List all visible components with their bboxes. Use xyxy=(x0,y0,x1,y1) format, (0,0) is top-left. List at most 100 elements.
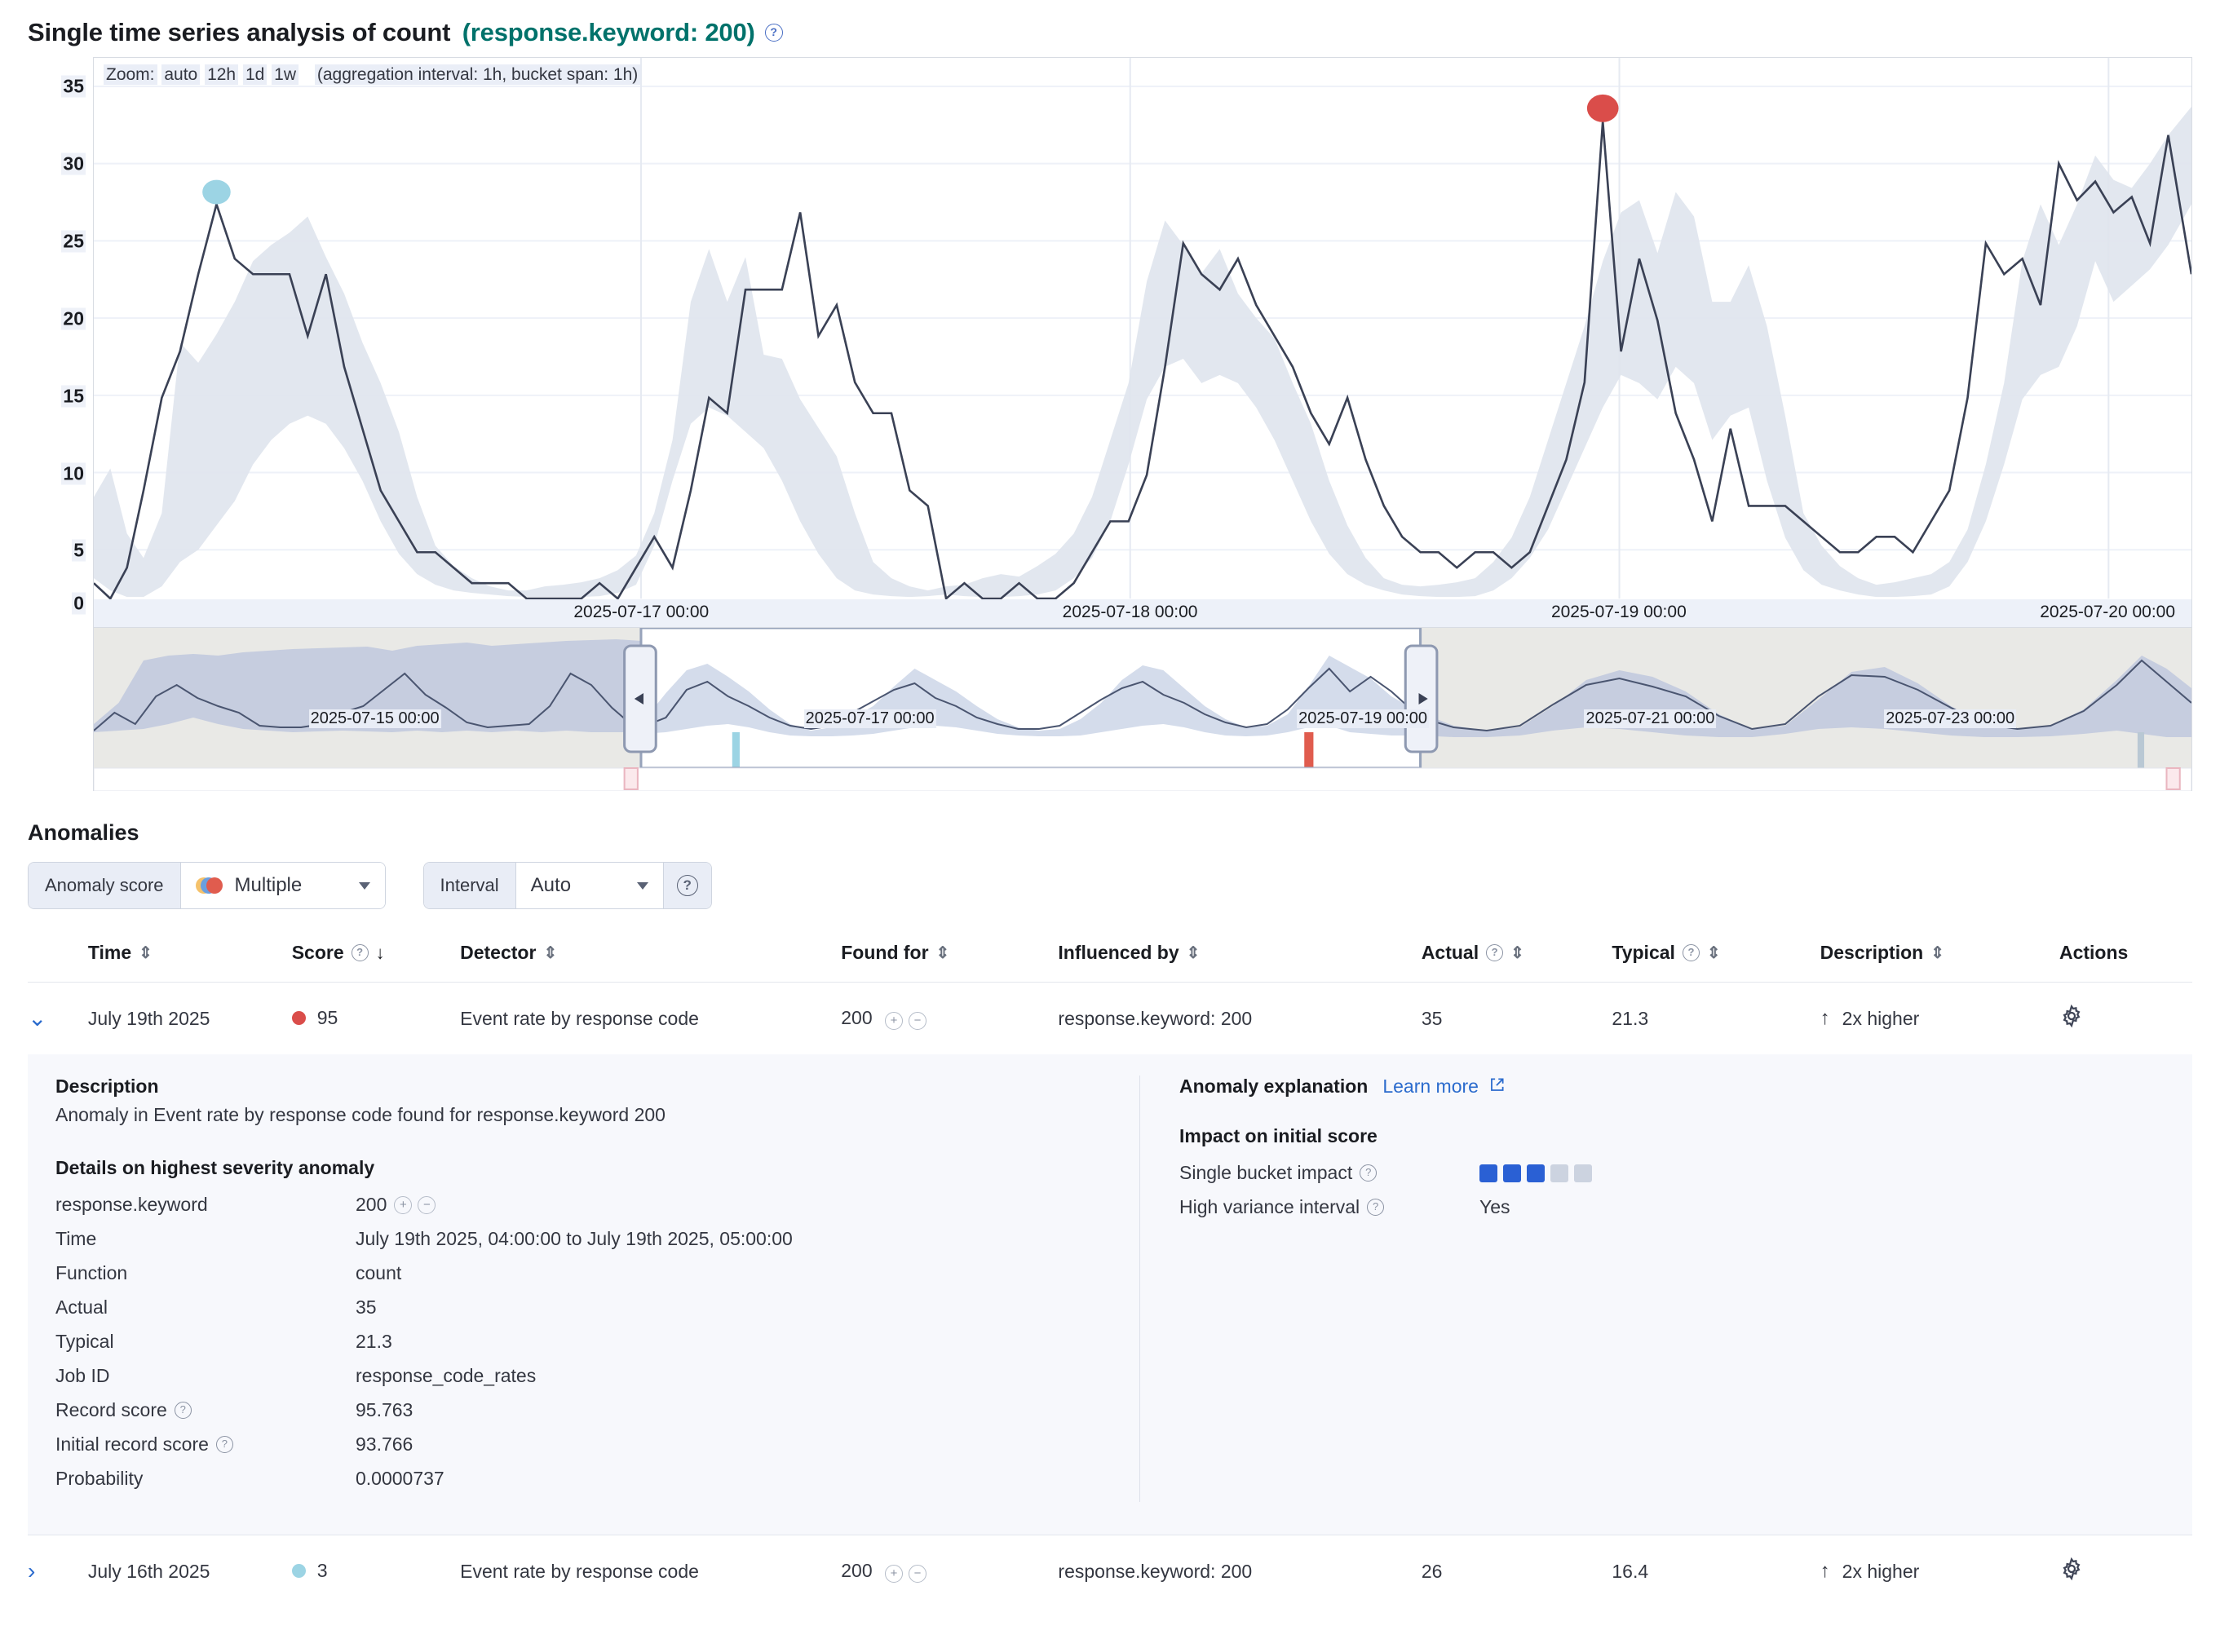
zoom-option-auto[interactable]: auto xyxy=(161,64,201,85)
collapse-row-icon[interactable]: ⌄ xyxy=(28,1005,47,1031)
interval-filter[interactable]: Interval Auto ? xyxy=(422,862,712,909)
chevron-down-icon[interactable] xyxy=(636,881,648,890)
row-expand-cell[interactable]: ⌄ xyxy=(28,982,88,1054)
detail-field-typical: Typical 21.3 xyxy=(55,1331,1112,1353)
gear-icon[interactable] xyxy=(2059,1004,2084,1028)
x-tick: 2025-07-18 00:00 xyxy=(1062,603,1198,621)
sort-icon[interactable]: ⇕ xyxy=(1706,944,1721,962)
info-icon[interactable]: ? xyxy=(1360,1164,1378,1182)
field-label: Function xyxy=(55,1262,128,1283)
detail-field-job-id: Job ID response_code_rates xyxy=(55,1365,1112,1387)
navigator-footer-marker-right xyxy=(2165,767,2181,790)
arrow-up-icon: ↑ xyxy=(1820,1007,1830,1029)
anomalies-controls: Anomaly score Multiple Interval Auto ? xyxy=(28,862,2192,909)
th-score[interactable]: Score ? ↓ xyxy=(292,937,460,983)
navigator-x-tick: 2025-07-21 00:00 xyxy=(1584,709,1717,728)
anomaly-score-select[interactable]: Multiple xyxy=(180,863,385,908)
filter-out-value-icon[interactable]: − xyxy=(909,1012,927,1030)
th-found-for[interactable]: Found for ⇕ xyxy=(841,937,1058,983)
field-value: response_code_rates xyxy=(356,1365,537,1386)
th-detector[interactable]: Detector ⇕ xyxy=(460,937,841,983)
description-value: 2x higher xyxy=(1842,1007,1920,1029)
chart-navigator[interactable]: 2025-07-15 00:00 2025-07-17 00:00 2025-0… xyxy=(93,628,2192,791)
chevron-down-icon[interactable] xyxy=(358,881,370,890)
page-title-entity: (response.keyword: 200) xyxy=(462,18,755,46)
field-label: Actual xyxy=(55,1296,108,1318)
th-description-label: Description xyxy=(1820,942,1924,963)
row-expand-cell[interactable]: › xyxy=(28,1535,88,1607)
learn-more-link[interactable]: Learn more xyxy=(1382,1076,1505,1098)
y-tick: 30 xyxy=(61,152,86,175)
sort-icon[interactable]: ⇕ xyxy=(543,944,558,962)
expand-row-icon[interactable]: › xyxy=(28,1557,36,1584)
info-icon[interactable]: ? xyxy=(1486,944,1504,961)
sort-icon[interactable]: ⇕ xyxy=(139,944,153,962)
y-tick: 35 xyxy=(61,75,86,98)
y-tick: 5 xyxy=(72,539,86,562)
cell-actions[interactable] xyxy=(2059,1535,2192,1607)
timeseries-chart[interactable]: 35 30 25 20 15 10 5 0 Zoom: auto 12h 1d … xyxy=(61,57,2192,628)
x-tick: 2025-07-19 00:00 xyxy=(1550,603,1687,621)
zoom-option-1d[interactable]: 1d xyxy=(242,64,268,85)
model-bounds-band xyxy=(94,106,2191,598)
info-icon[interactable]: ? xyxy=(1682,944,1700,961)
y-axis: 35 30 25 20 15 10 5 0 xyxy=(29,58,86,627)
sort-desc-icon[interactable]: ↓ xyxy=(375,942,385,963)
th-description[interactable]: Description ⇕ xyxy=(1820,937,2059,983)
zoom-option-12h[interactable]: 12h xyxy=(205,64,239,85)
sort-icon[interactable]: ⇕ xyxy=(1186,944,1201,962)
info-icon[interactable]: ? xyxy=(174,1402,192,1419)
sort-icon[interactable]: ⇕ xyxy=(1930,944,1944,962)
anomalies-heading: Anomalies xyxy=(28,820,139,845)
detail-details-heading: Details on highest severity anomaly xyxy=(55,1157,375,1178)
navigator-x-tick: 2025-07-17 00:00 xyxy=(803,709,936,728)
gear-icon[interactable] xyxy=(2059,1557,2084,1581)
page-title-text: Single time series analysis of count xyxy=(28,18,451,46)
th-influenced-by[interactable]: Influenced by ⇕ xyxy=(1058,937,1421,983)
th-actual-label: Actual xyxy=(1421,942,1479,963)
question-circle-icon[interactable]: ? xyxy=(764,24,783,42)
cell-description: ↑ 2x higher xyxy=(1820,1535,2059,1607)
navigator-selection xyxy=(640,628,1421,768)
impact-value: Yes xyxy=(1479,1196,1510,1217)
y-tick: 15 xyxy=(61,385,86,408)
th-actual[interactable]: Actual ? ⇕ xyxy=(1422,937,1612,983)
info-icon[interactable]: ? xyxy=(1367,1199,1385,1216)
table-row[interactable]: › July 16th 2025 3 Event rate by respons… xyxy=(28,1535,2192,1607)
navigator-footer-strip xyxy=(94,767,2191,791)
score-value: 95 xyxy=(316,1007,338,1028)
navigator-svg[interactable] xyxy=(94,628,2191,791)
table-header-row: Time ⇕ Score ? ↓ Detector ⇕ Found for ⇕ xyxy=(28,937,2192,983)
th-typical[interactable]: Typical ? ⇕ xyxy=(1612,937,1820,983)
interval-help-button[interactable]: ? xyxy=(662,863,711,908)
external-link-icon xyxy=(1489,1076,1505,1098)
th-time[interactable]: Time ⇕ xyxy=(88,937,292,983)
sort-icon[interactable]: ⇕ xyxy=(1510,944,1524,962)
cell-detector: Event rate by response code xyxy=(460,982,842,1054)
filter-for-value-icon[interactable]: + xyxy=(394,1195,413,1214)
filter-for-value-icon[interactable]: + xyxy=(885,1012,904,1030)
detail-cell: Description Anomaly in Event rate by res… xyxy=(28,1054,2192,1535)
navigator-x-tick: 2025-07-23 00:00 xyxy=(1884,709,2017,728)
filter-for-value-icon[interactable]: + xyxy=(885,1565,904,1583)
sort-icon[interactable]: ⇕ xyxy=(935,944,950,962)
info-icon[interactable]: ? xyxy=(215,1436,233,1453)
th-expand xyxy=(28,937,88,983)
filter-out-value-icon[interactable]: − xyxy=(909,1565,927,1583)
cell-actions[interactable] xyxy=(2059,982,2192,1054)
interval-select[interactable]: Auto xyxy=(515,863,663,908)
table-row[interactable]: ⌄ July 19th 2025 95 Event rate by respon… xyxy=(28,982,2192,1054)
navigator-anomaly-tick-low xyxy=(732,732,740,768)
cell-description: ↑ 2x higher xyxy=(1820,982,2059,1054)
anomaly-score-filter[interactable]: Anomaly score Multiple xyxy=(28,862,386,909)
info-icon[interactable]: ? xyxy=(351,944,369,961)
filter-out-value-icon[interactable]: − xyxy=(418,1195,436,1214)
impact-heading: Impact on initial score xyxy=(1179,1125,1378,1146)
navigator-band-selected xyxy=(640,656,1421,736)
interval-value: Auto xyxy=(530,874,572,896)
anomaly-score-label: Anomaly score xyxy=(29,863,181,908)
navigator-band xyxy=(94,639,641,732)
zoom-controls[interactable]: Zoom: auto 12h 1d 1w (aggregation interv… xyxy=(104,64,641,85)
zoom-option-1w[interactable]: 1w xyxy=(272,64,299,85)
navigator-anomaly-tick-right xyxy=(2137,732,2145,768)
